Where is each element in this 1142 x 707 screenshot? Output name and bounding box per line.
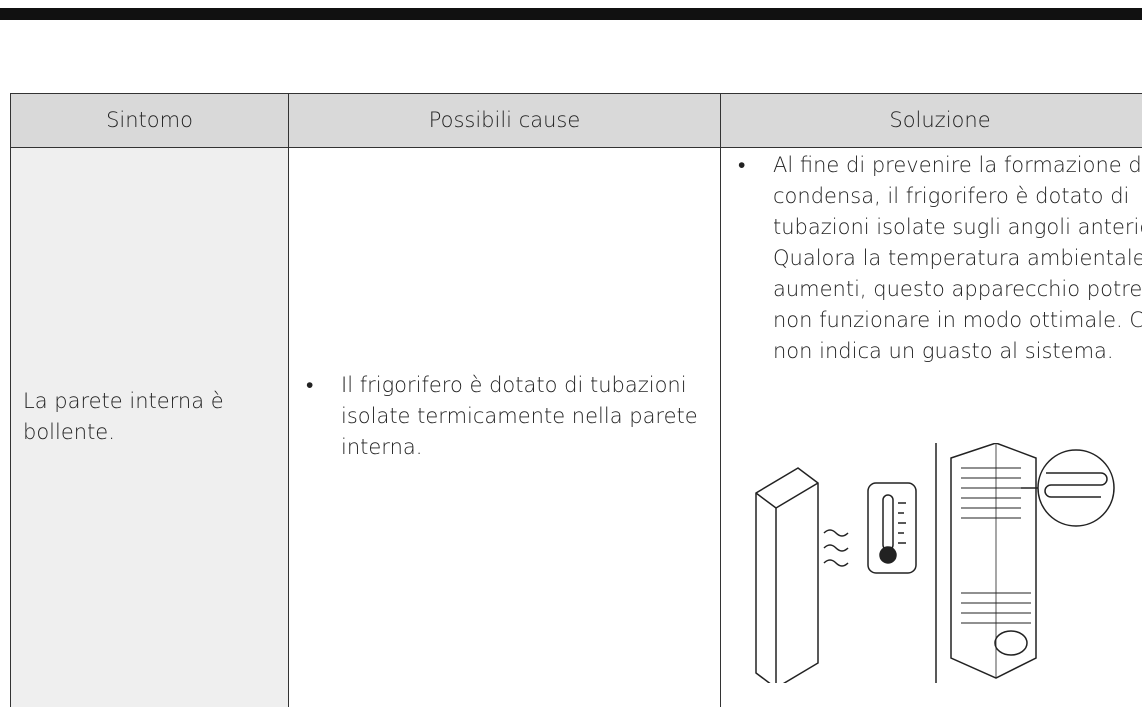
page: Sintomo Possibili cause Soluzione La par… (0, 0, 1142, 682)
body-cell: Al fine di prevenire la formazione di co… (720, 147, 1142, 707)
body-cell: Il frigorifero è dotato di tubazioni iso… (288, 147, 721, 707)
header-cell: Sintomo (10, 93, 289, 148)
header-cell: Soluzione (720, 93, 1142, 148)
cell-text: Il frigorifero è dotato di tubazioni iso… (289, 370, 751, 463)
illustration (755, 443, 1115, 683)
cell-text: Al fine di prevenire la formazione di co… (721, 150, 1142, 367)
header-cell: Possibili cause (288, 93, 721, 148)
top-bar (0, 8, 1142, 20)
cell-text: La parete interna è bollente. (23, 389, 224, 444)
body-cell: La parete interna è bollente. (10, 147, 289, 707)
